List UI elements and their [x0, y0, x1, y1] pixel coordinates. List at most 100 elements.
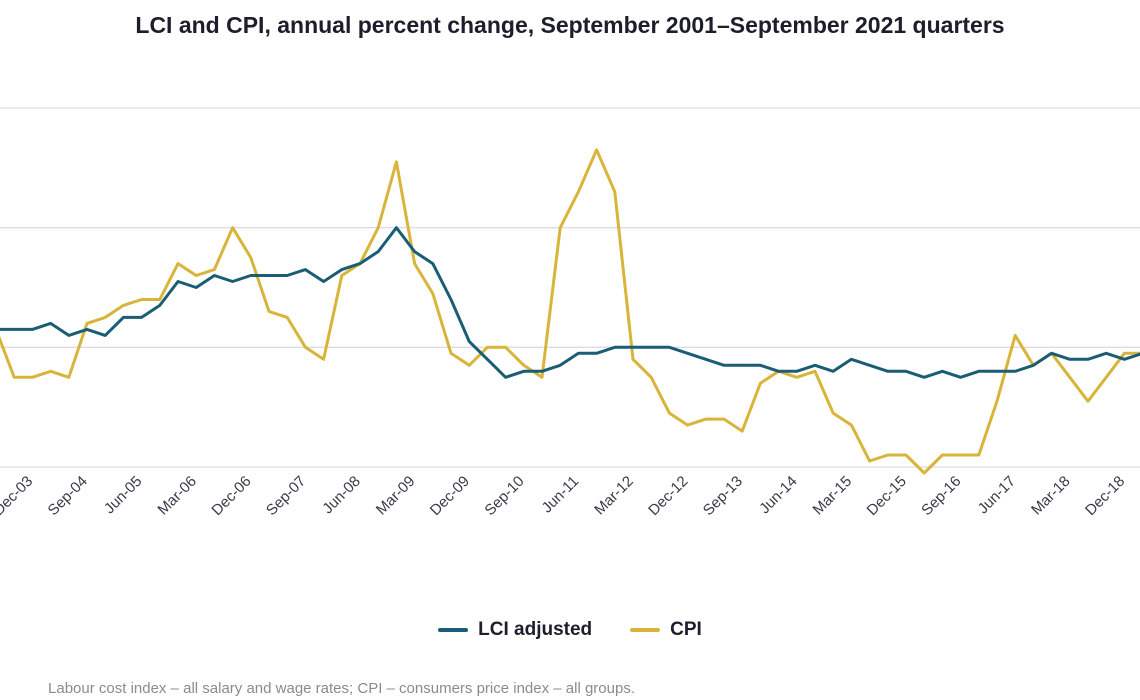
- x-tick-label: Jun-08: [319, 473, 363, 517]
- x-axis-ticks: Dec-03 Sep-04 Jun-05 Mar-06 Dec-06 Sep-07 Jun-…: [0, 473, 1128, 519]
- data-point-lci: [668, 346, 670, 348]
- data-point-cpi: [705, 418, 707, 420]
- data-point-lci: [432, 263, 434, 265]
- data-point-cpi: [104, 316, 106, 318]
- data-point-cpi: [341, 275, 343, 276]
- data-point-cpi: [268, 310, 270, 312]
- x-tick-label: Mar-06: [154, 473, 200, 519]
- data-point-cpi: [1105, 376, 1107, 378]
- data-point-cpi: [486, 346, 488, 348]
- data-point-lci: [1032, 364, 1034, 366]
- data-point-cpi: [31, 376, 33, 378]
- x-tick-label: Sep-13: [700, 473, 746, 519]
- data-point-cpi: [832, 412, 834, 414]
- data-point-cpi: [523, 364, 525, 366]
- data-point-cpi: [1123, 352, 1125, 354]
- data-point-lci: [141, 316, 143, 318]
- data-point-lci: [377, 251, 379, 253]
- data-point-cpi: [596, 149, 598, 151]
- data-point-cpi: [195, 275, 197, 276]
- data-point-cpi: [759, 382, 761, 384]
- data-point-cpi: [323, 358, 325, 360]
- data-point-cpi: [159, 299, 161, 300]
- data-point-cpi: [650, 376, 652, 378]
- data-point-lci: [268, 275, 270, 276]
- footnote: Labour cost index – all salary and wage …: [48, 680, 635, 697]
- x-tick-label: Dec-15: [864, 473, 910, 519]
- data-point-lci: [741, 364, 743, 366]
- data-point-cpi: [687, 424, 689, 426]
- data-point-cpi: [304, 346, 306, 348]
- data-point-cpi: [377, 227, 379, 229]
- data-point-lci: [869, 364, 871, 366]
- data-point-lci: [832, 370, 834, 372]
- data-point-cpi: [887, 454, 889, 456]
- data-point-lci: [286, 275, 288, 276]
- legend-label-lci: LCI adjusted: [478, 619, 593, 640]
- x-tick-label: Sep-04: [45, 473, 91, 519]
- data-point-lci: [450, 299, 452, 300]
- data-point-lci: [122, 316, 124, 318]
- x-tick-label: Sep-16: [918, 473, 964, 519]
- data-point-lci: [68, 334, 70, 336]
- data-point-cpi: [122, 304, 124, 306]
- data-point-lci: [723, 364, 725, 366]
- data-point-lci: [996, 370, 998, 372]
- data-point-cpi: [632, 358, 634, 360]
- data-point-lci: [359, 263, 361, 265]
- data-point-cpi: [50, 370, 52, 372]
- data-point-lci: [650, 346, 652, 348]
- data-point-cpi: [723, 418, 725, 420]
- data-point-cpi: [213, 269, 215, 271]
- data-point-cpi: [13, 376, 15, 378]
- data-point-cpi: [141, 299, 143, 300]
- data-point-cpi: [414, 263, 416, 265]
- series-line-cpi: [0, 148, 1140, 475]
- data-point-lci: [341, 269, 343, 271]
- data-point-cpi: [559, 227, 561, 229]
- chart-title: LCI and CPI, annual percent change, Sept…: [135, 12, 1005, 38]
- data-point-cpi: [796, 376, 798, 378]
- data-point-cpi: [395, 161, 397, 163]
- data-point-lci: [905, 370, 907, 372]
- x-tick-label: Jun-11: [539, 473, 583, 517]
- data-point-lci: [759, 364, 761, 366]
- data-point-lci: [577, 352, 579, 354]
- data-point-lci: [213, 275, 215, 276]
- data-point-cpi: [741, 430, 743, 432]
- data-point-lci: [887, 370, 889, 372]
- data-point-cpi: [68, 376, 70, 378]
- data-point-lci: [395, 227, 397, 229]
- data-point-cpi: [905, 454, 907, 456]
- data-point-lci: [13, 328, 15, 330]
- data-point-lci: [978, 370, 980, 372]
- data-point-lci: [104, 334, 106, 336]
- data-point-lci: [850, 358, 852, 360]
- data-point-lci: [195, 287, 197, 288]
- data-point-lci: [1069, 358, 1071, 360]
- data-point-cpi: [177, 263, 179, 265]
- x-tick-label: Sep-07: [263, 473, 309, 519]
- data-point-lci: [796, 370, 798, 372]
- data-point-lci: [50, 322, 52, 324]
- data-point-lci: [1105, 352, 1107, 354]
- data-point-lci: [941, 370, 943, 372]
- x-tick-label: Mar-12: [591, 473, 637, 519]
- data-point-lci: [541, 370, 543, 372]
- x-tick-label: Sep-10: [481, 473, 527, 519]
- data-point-cpi: [432, 293, 434, 294]
- line-chart: Dec-03 Sep-04 Jun-05 Mar-06 Dec-06 Sep-07 Jun-…: [0, 107, 1140, 519]
- x-tick-label: Dec-18: [1082, 473, 1128, 519]
- data-point-lci: [596, 352, 598, 354]
- legend-label-cpi: CPI: [670, 619, 702, 640]
- x-tick-label: Jun-14: [756, 473, 800, 517]
- data-point-cpi: [468, 364, 470, 366]
- legend-item-cpi: CPI: [630, 619, 702, 641]
- data-point-lci: [414, 251, 416, 253]
- data-point-cpi: [668, 412, 670, 414]
- data-point-lci: [505, 376, 507, 378]
- data-point-lci: [177, 281, 179, 282]
- data-point-cpi: [541, 376, 543, 378]
- data-point-cpi: [86, 322, 88, 324]
- data-point-cpi: [923, 472, 925, 474]
